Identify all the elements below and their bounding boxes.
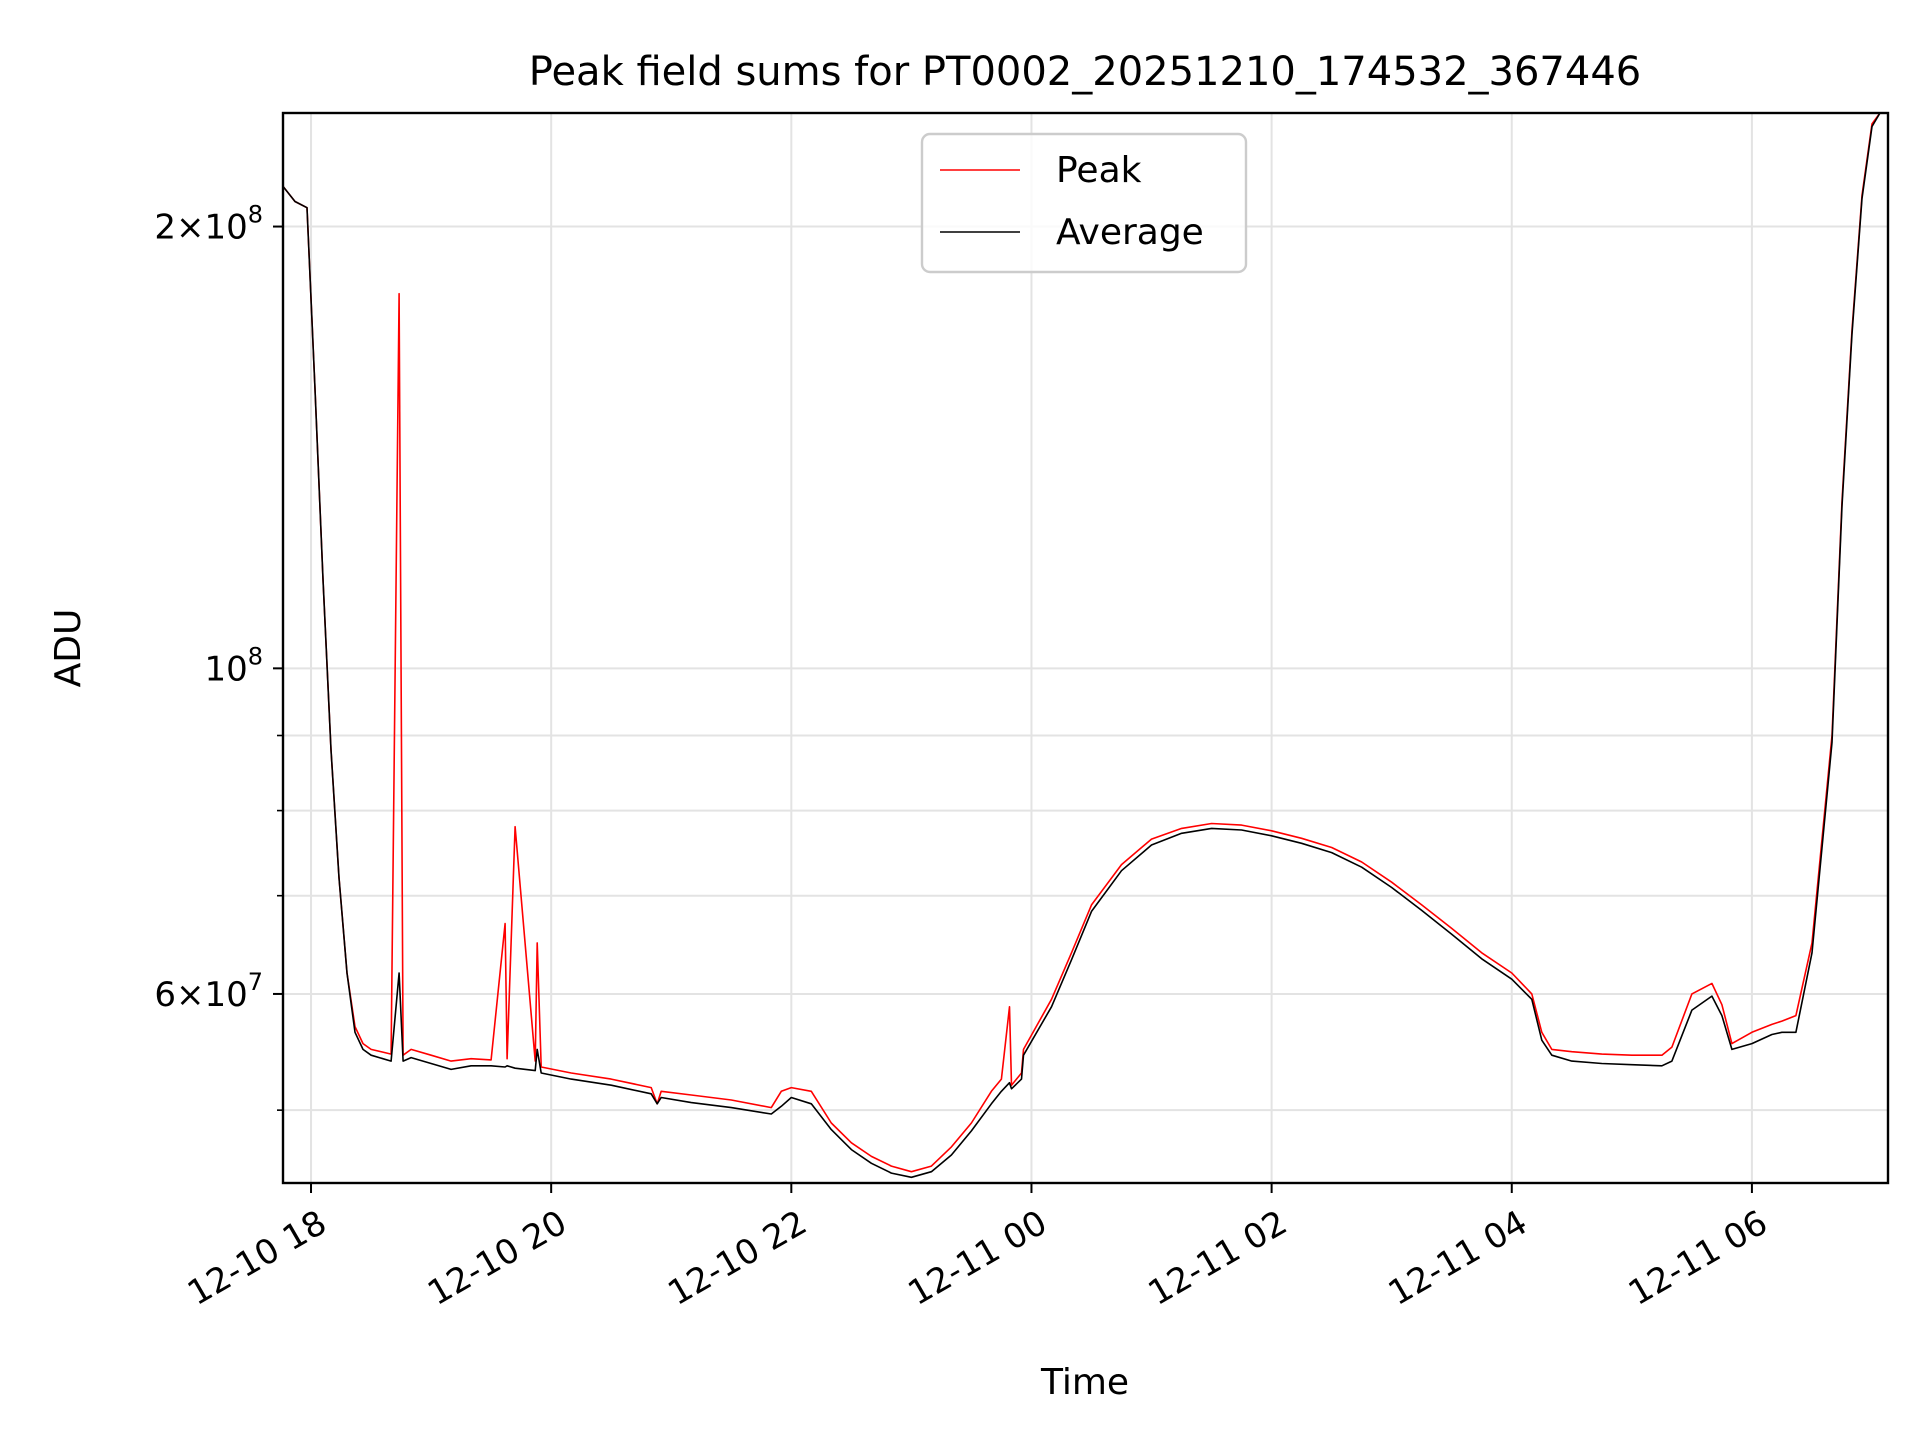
- y-tick-times: ×: [176, 208, 205, 248]
- y-axis-label: ADU: [48, 609, 89, 688]
- y-tick-base: 10: [204, 649, 247, 689]
- x-axis-label: Time: [1040, 1362, 1129, 1403]
- y-tick-label: 108: [204, 642, 263, 689]
- x-tick-label: 12-11 04: [1382, 1203, 1534, 1314]
- x-tick-label: 12-10 18: [181, 1203, 333, 1314]
- plot-frame: [281, 111, 1890, 1185]
- y-tick-mantissa: 6: [154, 975, 176, 1015]
- legend-label-peak: Peak: [1056, 150, 1142, 191]
- x-tick-label: 12-10 20: [421, 1203, 573, 1314]
- y-tick-base: 10: [204, 975, 247, 1015]
- y-tick-exponent: 8: [248, 642, 263, 670]
- series-lines: [283, 113, 1888, 1179]
- y-tick-mantissa: 2: [154, 208, 176, 248]
- y-tick-label: 2×108: [154, 201, 263, 248]
- y-tick-exponent: 8: [248, 201, 263, 229]
- legend-label-average: Average: [1056, 212, 1204, 253]
- legend-box: [920, 132, 1248, 274]
- x-axis: 12-10 18 12-10 20 12-10 22 12-11 00 12-11 02…: [181, 1183, 1774, 1314]
- x-tick-label: 12-11 00: [901, 1203, 1053, 1314]
- y-tick-times: ×: [176, 975, 205, 1015]
- y-tick-exponent: 7: [248, 968, 263, 996]
- y-tick-base: 10: [204, 208, 247, 248]
- series-line-peak: [283, 113, 1888, 1173]
- chart-title: Peak field sums for PT0002_20251210_1745…: [529, 49, 1641, 95]
- y-tick-label: 6×107: [154, 968, 263, 1015]
- legend: Peak Average: [920, 132, 1248, 274]
- grid: [283, 113, 1888, 1183]
- x-tick-label: 12-11 06: [1622, 1203, 1774, 1314]
- series-line-average: [283, 113, 1888, 1179]
- x-tick-label: 12-10 22: [661, 1203, 813, 1314]
- x-tick-label: 12-11 02: [1142, 1203, 1294, 1314]
